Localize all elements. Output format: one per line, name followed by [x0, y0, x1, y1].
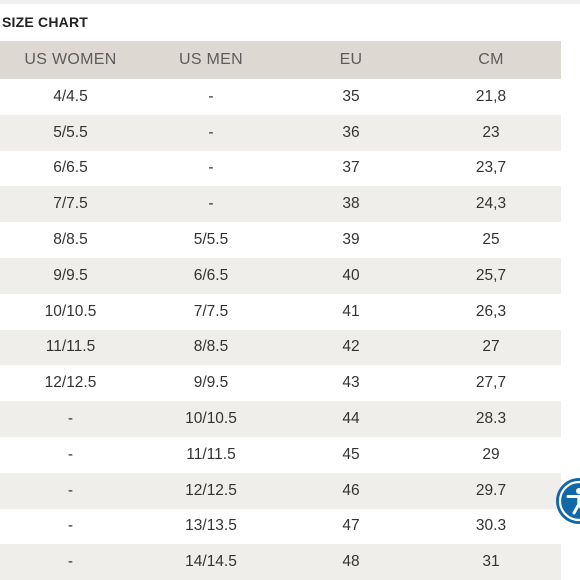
cell-eu: 45 [281, 436, 421, 473]
cell-eu: 43 [281, 365, 421, 402]
cell-us-women: 12/12.5 [0, 365, 141, 402]
header-eu: EU [281, 41, 421, 79]
cell-cm: 29.7 [421, 472, 561, 509]
table-row: 9/9.5 6/6.5 40 25,7 [0, 257, 561, 294]
table-row: 8/8.5 5/5.5 39 25 [0, 222, 561, 258]
cell-us-men: 13/13.5 [141, 508, 281, 545]
table-row: -10/10.5 44 28.3 [0, 401, 561, 437]
table-row: -12/12.5 46 29.7 [0, 472, 561, 509]
cell-eu: 42 [281, 329, 421, 366]
table-row: -13/13.5 47 30.3 [0, 508, 561, 545]
cell-cm: 27 [421, 329, 561, 366]
cell-us-men: 6/6.5 [141, 257, 281, 294]
cell-cm: 25,7 [421, 257, 561, 294]
cell-us-women: - [0, 544, 141, 580]
header-us-women: US WOMEN [0, 41, 141, 79]
cell-us-women: 11/11.5 [0, 329, 141, 366]
cell-cm: 31 [421, 544, 561, 580]
cell-eu: 37 [281, 150, 421, 187]
cell-us-men: 11/11.5 [141, 436, 281, 473]
cell-us-women: 6/6.5 [0, 150, 141, 187]
header-cm: CM [421, 41, 561, 79]
cell-cm: 28.3 [421, 401, 561, 437]
cell-eu: 38 [281, 186, 421, 223]
top-divider [0, 0, 580, 4]
cell-cm: 30.3 [421, 508, 561, 545]
table-row: 5/5.5-36 23 [0, 114, 561, 151]
cell-cm: 26,3 [421, 293, 561, 330]
cell-eu: 47 [281, 508, 421, 545]
cell-cm: 25 [421, 222, 561, 258]
cell-us-men: 5/5.5 [141, 222, 281, 258]
cell-eu: 36 [281, 114, 421, 151]
accessibility-button[interactable] [556, 478, 580, 524]
cell-cm: 23 [421, 114, 561, 151]
cell-us-women: 4/4.5 [0, 79, 141, 115]
cell-cm: 27,7 [421, 365, 561, 402]
cell-eu: 39 [281, 222, 421, 258]
table-row: 10/10.5 7/7.5 41 26,3 [0, 293, 561, 330]
cell-us-men: 9/9.5 [141, 365, 281, 402]
cell-eu: 48 [281, 544, 421, 580]
table-header-row: US WOMEN US MEN EU CM [0, 41, 561, 79]
accessibility-icon [558, 480, 580, 522]
table-row: 12/12.5 9/9.5 43 27,7 [0, 365, 561, 402]
table-row: -11/11.5 45 29 [0, 436, 561, 473]
table-row: 6/6.5-37 23,7 [0, 150, 561, 187]
page-title: SIZE CHART [2, 14, 88, 30]
cell-us-men: - [141, 79, 281, 115]
cell-cm: 24,3 [421, 186, 561, 223]
cell-us-women: 7/7.5 [0, 186, 141, 223]
cell-us-men: - [141, 150, 281, 187]
cell-us-men: 8/8.5 [141, 329, 281, 366]
cell-cm: 23,7 [421, 150, 561, 187]
cell-eu: 35 [281, 79, 421, 115]
cell-us-women: 8/8.5 [0, 222, 141, 258]
cell-us-men: 14/14.5 [141, 544, 281, 580]
table-row: 11/11.5 8/8.5 42 27 [0, 329, 561, 366]
table-row: 4/4.5-35 21,8 [0, 79, 561, 115]
cell-us-women: - [0, 401, 141, 437]
cell-us-men: 7/7.5 [141, 293, 281, 330]
cell-us-men: 10/10.5 [141, 401, 281, 437]
cell-us-men: - [141, 114, 281, 151]
cell-us-men: - [141, 186, 281, 223]
table-row: -14/14.5 48 31 [0, 544, 561, 580]
cell-us-women: - [0, 508, 141, 545]
cell-us-women: 10/10.5 [0, 293, 141, 330]
cell-cm: 21,8 [421, 79, 561, 115]
cell-us-women: - [0, 436, 141, 473]
cell-us-men: 12/12.5 [141, 472, 281, 509]
cell-us-women: 5/5.5 [0, 114, 141, 151]
cell-us-women: - [0, 472, 141, 509]
cell-cm: 29 [421, 436, 561, 473]
cell-eu: 40 [281, 257, 421, 294]
table-row: 7/7.5-38 24,3 [0, 186, 561, 223]
cell-eu: 41 [281, 293, 421, 330]
cell-eu: 46 [281, 472, 421, 509]
cell-us-women: 9/9.5 [0, 257, 141, 294]
size-chart-table: US WOMEN US MEN EU CM 4/4.5-35 21,8 5/5.5-… [0, 41, 561, 580]
cell-eu: 44 [281, 401, 421, 437]
header-us-men: US MEN [141, 41, 281, 79]
